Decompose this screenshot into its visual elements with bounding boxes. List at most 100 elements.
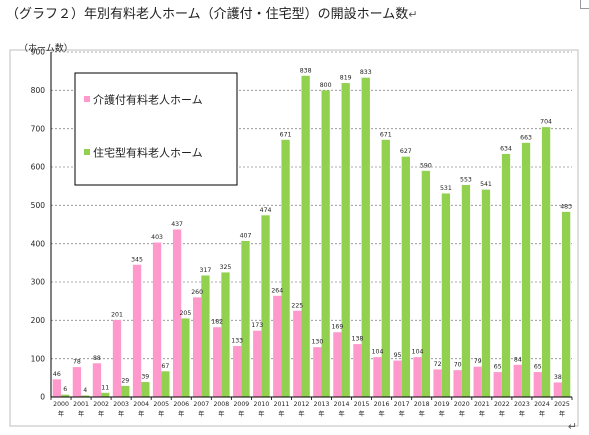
x-tick-suffix-2013: 年	[318, 410, 324, 418]
value-label-jutaku-2013: 800	[320, 82, 332, 89]
x-tick-label-2017: 2017	[394, 401, 410, 408]
x-tick-label-2023: 2023	[514, 401, 530, 408]
value-label-jutaku-2018: 590	[420, 162, 432, 169]
value-label-jutaku-2022: 634	[500, 145, 512, 152]
bar-kaigo-2009	[233, 346, 242, 397]
bar-jutaku-2012	[301, 75, 310, 398]
value-labels: 46 6 78 4 88 11 201 29 345 39 403 67 437 205 260 317 182…	[53, 67, 572, 394]
y-tick-label-900: 900	[31, 48, 46, 57]
bar-kaigo-2021	[473, 366, 482, 397]
x-tick-suffix-2015: 年	[359, 410, 365, 418]
x-tick-label-2013: 2013	[314, 401, 330, 408]
x-tick-label-2015: 2015	[354, 401, 370, 408]
value-label-jutaku-2000: 6	[63, 386, 67, 393]
bar-kaigo-2018	[413, 357, 422, 397]
x-axis-labels: 2000 年 2001 年 2002 年 2003 年 2004 年 2005 年 2006 年 2007 年…	[53, 401, 570, 418]
bar-jutaku-2010	[261, 215, 270, 397]
value-label-jutaku-2019: 531	[440, 185, 452, 192]
x-tick-label-2010: 2010	[254, 401, 270, 408]
bar-kaigo-2022	[493, 372, 502, 397]
x-tick-suffix-2003: 年	[118, 410, 124, 418]
bar-kaigo-2019	[433, 369, 442, 397]
value-label-jutaku-2023: 663	[520, 134, 532, 141]
y-tick-label-600: 600	[31, 163, 46, 172]
bar-jutaku-2014	[341, 83, 350, 398]
value-label-jutaku-2004: 39	[141, 374, 149, 381]
value-label-jutaku-2006: 205	[179, 310, 191, 317]
x-tick-suffix-2020: 年	[459, 410, 465, 418]
bar-jutaku-2005	[161, 371, 170, 397]
value-label-jutaku-2003: 29	[121, 377, 129, 384]
x-tick-label-2020: 2020	[454, 401, 470, 408]
value-label-kaigo-2004: 345	[131, 256, 143, 263]
bar-jutaku-2020	[461, 185, 471, 397]
bar-kaigo-2013	[313, 347, 322, 397]
value-label-jutaku-2012: 838	[300, 67, 312, 74]
bar-kaigo-2017	[393, 360, 402, 397]
value-label-kaigo-2007: 260	[191, 289, 203, 296]
x-tick-suffix-2007: 年	[198, 410, 204, 418]
x-tick-label-2022: 2022	[494, 401, 510, 408]
y-tick-label-300: 300	[31, 278, 46, 287]
x-tick-label-2001: 2001	[73, 401, 89, 408]
value-label-kaigo-2022: 65	[494, 364, 502, 371]
value-label-kaigo-2023: 84	[514, 356, 522, 363]
value-label-kaigo-2010: 173	[251, 322, 263, 329]
value-label-jutaku-2002: 11	[101, 384, 109, 391]
value-label-kaigo-2018: 104	[412, 349, 424, 356]
x-tick-label-2024: 2024	[534, 401, 550, 408]
x-tick-label-2011: 2011	[274, 401, 290, 408]
bar-jutaku-2008	[221, 272, 230, 397]
bar-jutaku-2009	[241, 240, 250, 397]
bar-kaigo-2000	[52, 379, 62, 397]
bar-jutaku-2025	[561, 211, 571, 397]
value-label-kaigo-2019: 72	[434, 361, 442, 368]
x-tick-suffix-2009: 年	[238, 410, 244, 418]
x-tick-suffix-2000: 年	[58, 410, 64, 418]
bar-kaigo-2010	[253, 330, 262, 397]
paragraph-mark: ↵	[408, 8, 418, 21]
bar-jutaku-2021	[481, 189, 491, 397]
value-label-jutaku-2015: 833	[360, 69, 372, 76]
x-tick-label-2012: 2012	[294, 401, 310, 408]
x-tick-label-2009: 2009	[233, 401, 249, 408]
value-label-jutaku-2024: 704	[540, 119, 552, 126]
value-label-kaigo-2024: 65	[534, 364, 542, 371]
legend-box	[74, 72, 238, 186]
y-axis-labels: 0 100 200 300 400 500 600 700 800 900	[31, 48, 46, 402]
legend-label-kaigo: 介護付有料老人ホーム	[93, 93, 203, 107]
value-label-jutaku-2017: 627	[400, 148, 412, 155]
legend-swatch-kaigo	[84, 96, 90, 102]
value-label-jutaku-2010: 474	[260, 207, 272, 214]
bar-jutaku-2016	[381, 139, 390, 398]
y-tick-label-400: 400	[31, 239, 46, 248]
bar-jutaku-2000	[61, 394, 70, 397]
x-tick-suffix-2017: 年	[399, 410, 405, 418]
x-tick-label-2004: 2004	[133, 401, 149, 408]
bar-kaigo-2008	[213, 327, 222, 397]
x-tick-label-2002: 2002	[93, 401, 109, 408]
value-label-jutaku-2021: 541	[480, 181, 492, 188]
axes	[50, 52, 573, 400]
bar-kaigo-2016	[373, 357, 382, 397]
bar-jutaku-2002	[101, 392, 110, 397]
y-axis-unit-label: （ホーム数）	[19, 42, 73, 54]
value-label-jutaku-2009: 407	[240, 232, 252, 239]
document-title-text: （グラフ２）年別有料老人ホーム（介護付・住宅型）の開設ホーム数	[6, 7, 409, 22]
x-tick-label-2021: 2021	[474, 401, 490, 408]
value-label-kaigo-2013: 130	[311, 339, 323, 346]
bar-jutaku-2007	[201, 275, 210, 397]
value-label-jutaku-2011: 671	[280, 131, 292, 138]
value-label-kaigo-2014: 169	[332, 324, 344, 331]
bar-jutaku-2018	[421, 170, 431, 397]
bar-kaigo-2007	[192, 297, 202, 397]
bar-kaigo-2002	[92, 363, 102, 397]
x-tick-suffix-2006: 年	[178, 410, 184, 418]
bar-kaigo-2020	[453, 370, 462, 397]
value-label-kaigo-2000: 46	[53, 371, 61, 378]
x-tick-label-2005: 2005	[153, 401, 169, 408]
y-tick-label-100: 100	[31, 354, 46, 363]
x-tick-suffix-2004: 年	[138, 410, 144, 418]
x-tick-suffix-2012: 年	[298, 410, 304, 418]
bar-kaigo-2012	[293, 310, 302, 397]
